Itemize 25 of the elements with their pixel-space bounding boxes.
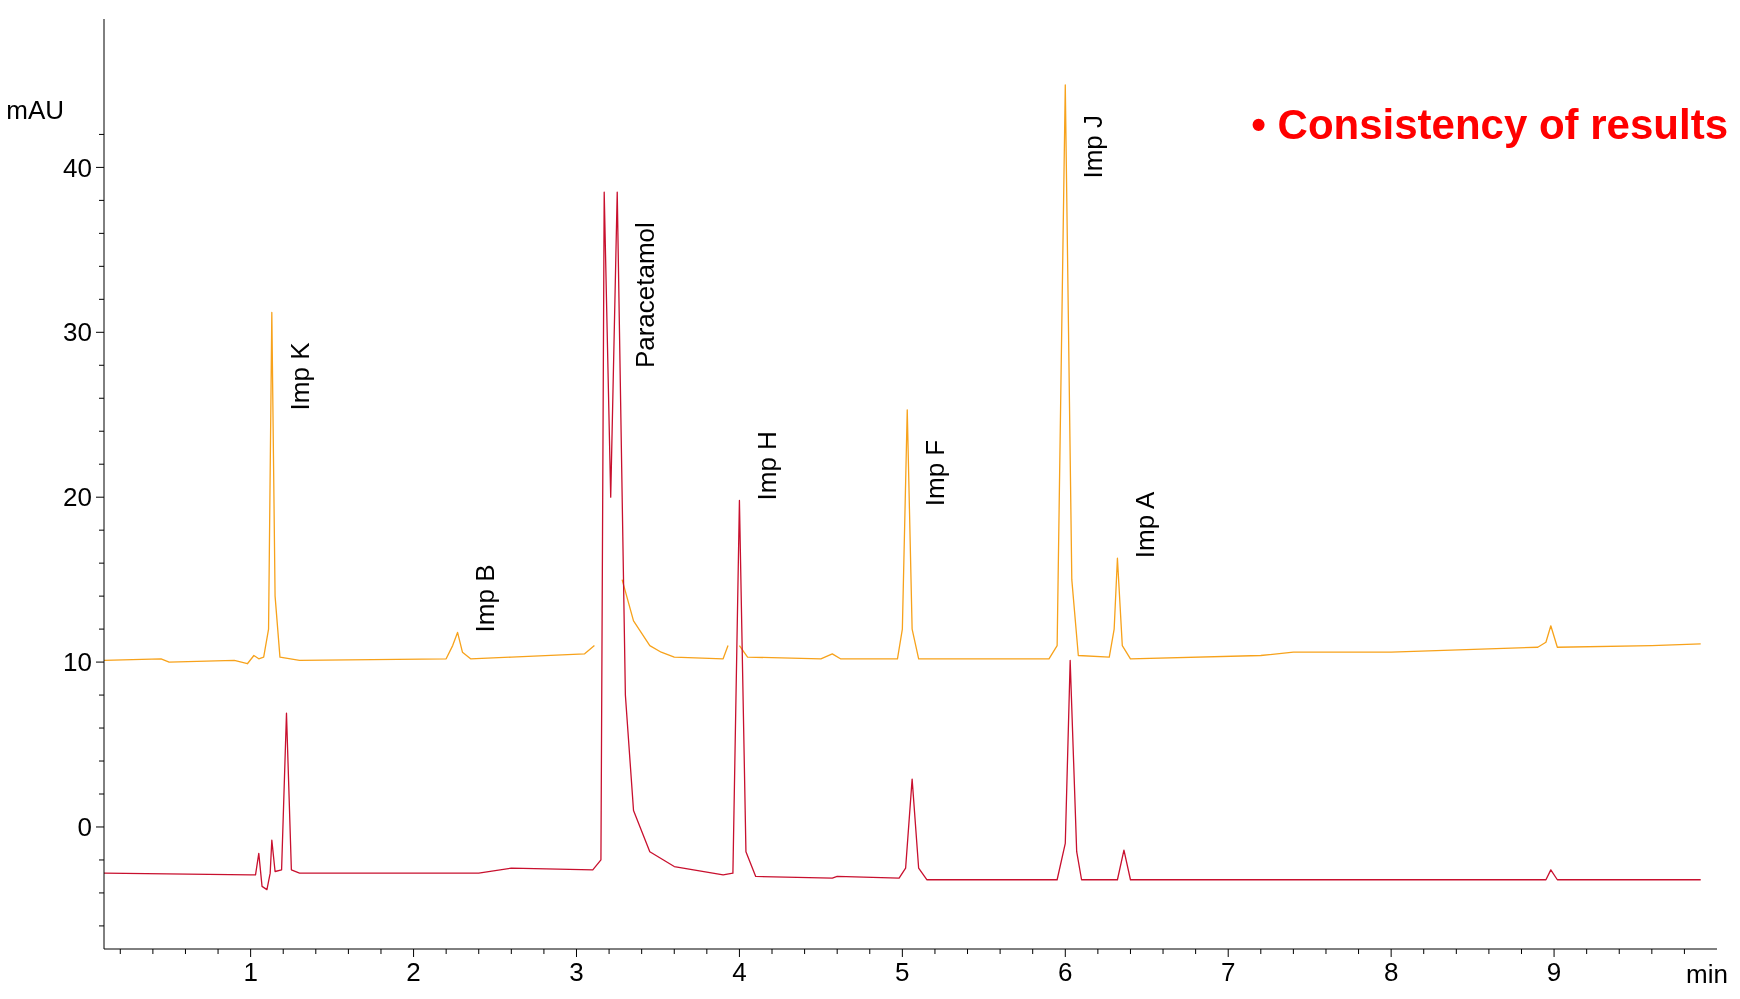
annotation: • Consistency of results [1251,101,1728,148]
y-tick-label: 0 [77,812,92,843]
x-tick-label: 7 [1220,957,1236,987]
annotation: Imp J [1078,114,1109,179]
x-tick-label: 4 [732,957,747,987]
x-tick-label: 2 [406,957,421,987]
x-tick-label: 8 [1383,957,1399,987]
x-tick-label: 6 [1058,957,1073,987]
x-tick-label: 1 [243,957,258,987]
annotation: Imp B [470,564,501,633]
y-tick-label: 20 [63,482,92,513]
annotation: Imp F [920,439,951,507]
x-tick-label: 9 [1546,957,1562,987]
line-series [104,191,1702,891]
annotation: Imp A [1130,491,1161,559]
y-tick-label: 10 [63,647,92,678]
annotation: Imp H [752,431,783,501]
y-axis-title: mAU [6,95,64,125]
annotation: Paracetamol [630,222,661,369]
x-axis-title: min [1686,959,1728,989]
x-tick-label: 5 [895,957,910,987]
annotation: Imp K [284,341,315,411]
y-tick-label: 40 [63,152,92,183]
y-tick-label: 30 [63,317,92,348]
x-tick-label: 3 [569,957,584,987]
